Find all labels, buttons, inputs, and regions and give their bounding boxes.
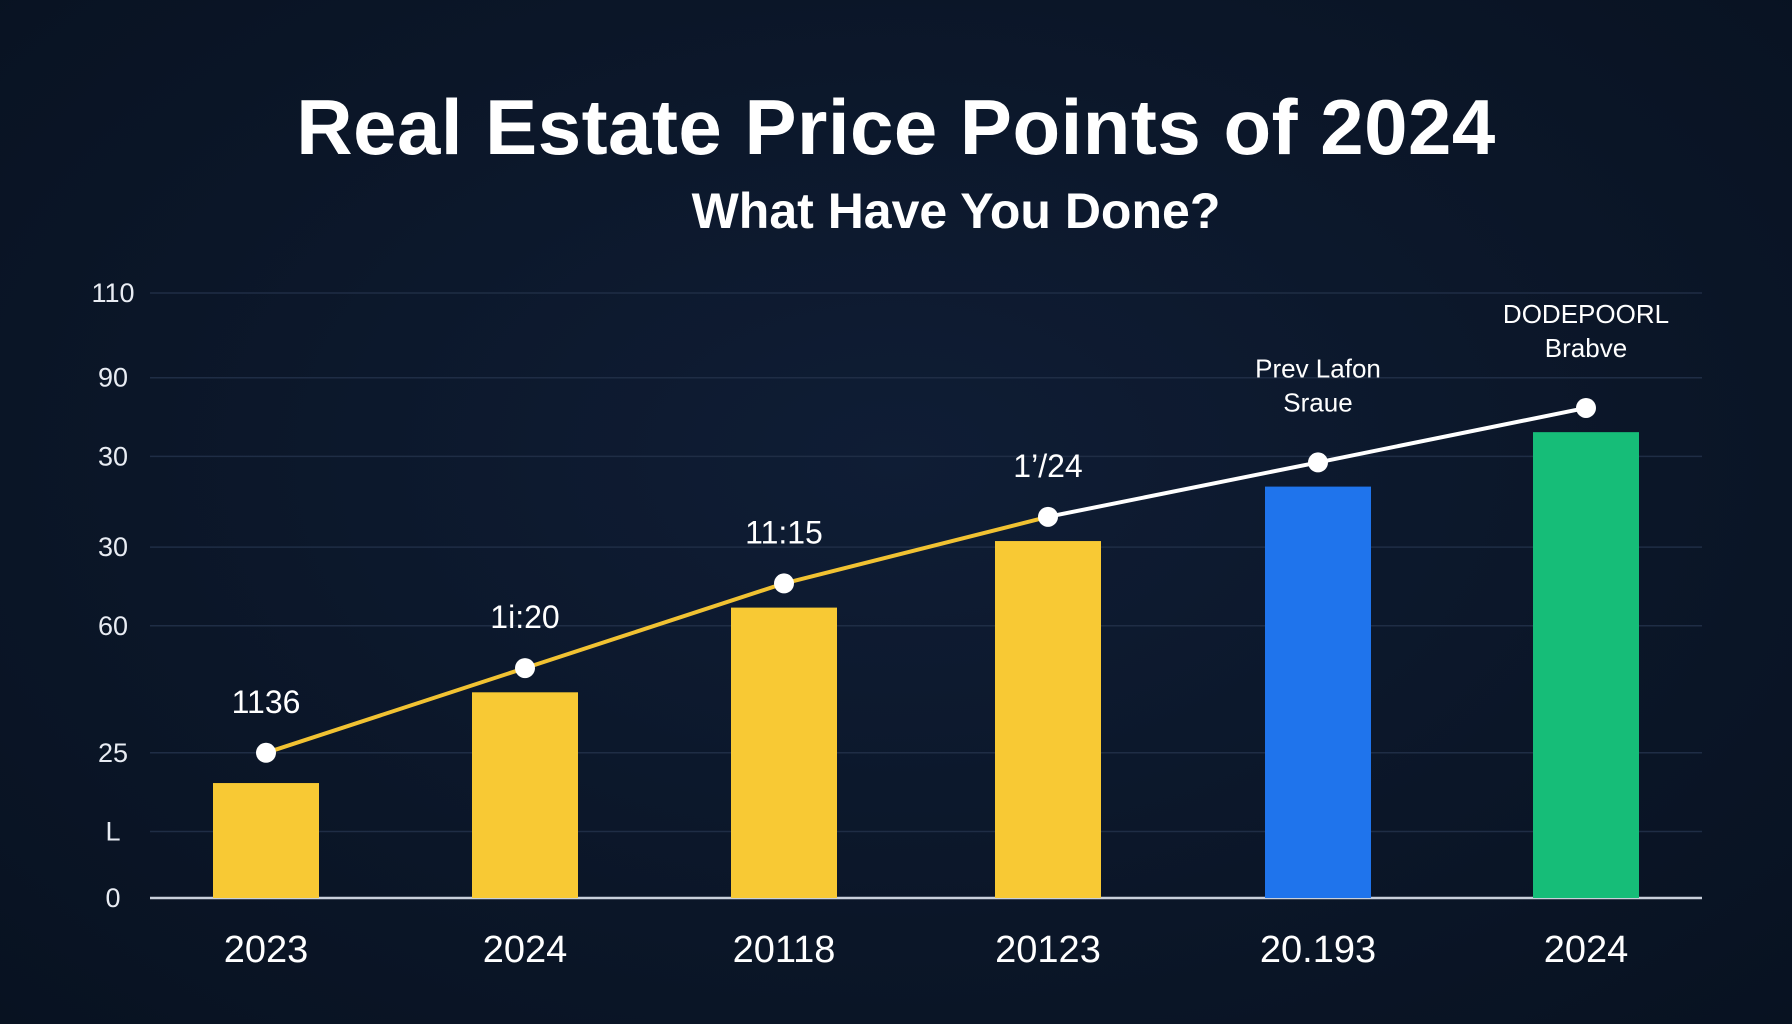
annotation-line: DODEPOORL (1503, 299, 1669, 329)
y-tick-label: 110 (91, 278, 134, 308)
y-tick-label: 90 (98, 363, 128, 393)
data-label: 1i:20 (490, 599, 559, 635)
trend-line-segment (523, 581, 786, 671)
bar (213, 783, 319, 898)
bar (1533, 432, 1639, 898)
trend-point (1038, 506, 1058, 527)
annotation-line: Sraue (1283, 387, 1352, 417)
bar (731, 607, 837, 898)
annotation-line: Brabve (1545, 333, 1627, 363)
x-tick-label: 2024 (483, 929, 568, 971)
y-tick-label: 0 (105, 883, 120, 913)
trend-point (1576, 397, 1596, 418)
y-tick-label: 60 (98, 611, 128, 641)
y-tick-label: 25 (98, 738, 128, 768)
trend-point (256, 742, 276, 763)
data-label: 1’/24 (1013, 448, 1082, 484)
x-tick-label: 2024 (1544, 929, 1629, 971)
y-tick-label: 30 (98, 532, 128, 562)
x-tick-label: 20.193 (1260, 929, 1376, 971)
bar (1265, 486, 1371, 898)
chart-subtitle: What Have You Done? (691, 183, 1221, 239)
x-tick-label: 20118 (733, 929, 836, 971)
bar (995, 541, 1101, 898)
chart-title: Real Estate Price Points of 2024 (296, 83, 1496, 171)
x-tick-label: 2023 (224, 929, 309, 971)
annotation-line: Prev Lafon (1255, 353, 1381, 383)
trend-line-segment (1316, 405, 1588, 465)
y-tick-label: 30 (98, 441, 128, 471)
data-label-annotation: DODEPOORL Brabve (1503, 299, 1669, 363)
data-label-annotation: Prev Lafon Sraue (1255, 353, 1381, 417)
trend-point (1308, 452, 1328, 473)
x-tick-label: 20123 (995, 929, 1101, 971)
trend-point (515, 658, 535, 679)
trend-point (774, 573, 794, 594)
trend-line-segment (782, 514, 1050, 586)
data-label: 11:15 (745, 514, 823, 550)
trend-line-segment (1046, 460, 1320, 519)
data-label: 1136 (232, 684, 301, 720)
y-tick-label: L (105, 816, 120, 846)
trend-line-segment (264, 666, 527, 755)
bar (472, 692, 578, 898)
